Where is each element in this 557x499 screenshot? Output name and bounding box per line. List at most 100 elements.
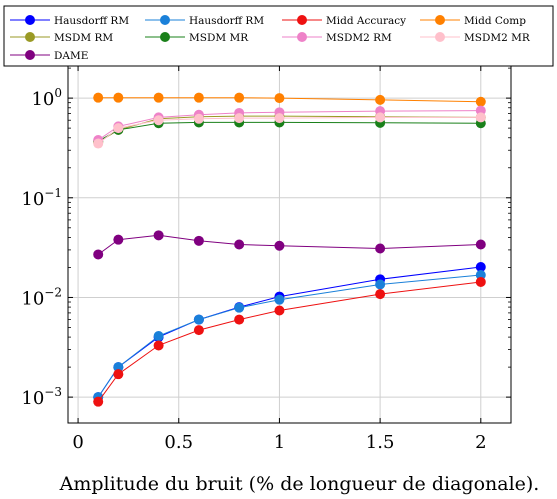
legend-swatch-marker — [435, 32, 445, 42]
plot-area-frame — [67, 65, 512, 424]
legend-swatch-marker — [435, 15, 445, 25]
data-point — [93, 92, 104, 103]
series-line — [97, 115, 481, 143]
series-4 — [93, 92, 486, 107]
data-point — [274, 240, 285, 251]
data-point — [475, 112, 486, 123]
legend: Hausdorff RM Hausdorff RM Midd Accuracy Mid… — [3, 5, 554, 67]
data-point — [93, 396, 104, 407]
x-axis-label: Amplitude du bruit (% de longueur de dia… — [59, 473, 540, 495]
legend-swatch-marker — [25, 32, 35, 42]
y-tick-base: 10 — [31, 89, 54, 110]
series-line — [97, 281, 481, 402]
data-point — [475, 262, 486, 273]
data-point — [234, 113, 245, 124]
legend-item: Hausdorff RM — [10, 15, 129, 27]
data-point — [475, 239, 486, 250]
grid-lines — [68, 66, 511, 423]
data-point — [234, 314, 245, 325]
data-point — [234, 302, 245, 313]
x-tick-label: 1 — [274, 432, 285, 453]
data-point — [274, 113, 285, 124]
y-tick-base: 10 — [21, 189, 44, 210]
data-point — [475, 276, 486, 287]
series-line — [97, 274, 481, 398]
y-tick-base: 10 — [21, 388, 44, 409]
data-point — [193, 113, 204, 124]
data-point — [274, 305, 285, 316]
data-point — [375, 243, 386, 254]
y-tick-label: 10−3 — [21, 385, 62, 409]
legend-label: DAME — [54, 50, 88, 62]
data-point — [193, 235, 204, 246]
legend-frame — [3, 5, 554, 67]
legend-item: Midd Comp — [420, 15, 526, 27]
x-tick-label: 1.5 — [366, 432, 395, 453]
data-point — [113, 92, 124, 103]
series-line — [97, 234, 481, 255]
legend-item: MSDM2 RM — [282, 32, 392, 44]
series-line — [97, 121, 481, 142]
legend-label: Hausdorff RM — [189, 15, 264, 27]
series-line — [97, 116, 481, 144]
data-point — [113, 362, 124, 373]
y-tick-base: 10 — [21, 288, 44, 309]
legend-item: Hausdorff RM — [145, 15, 264, 27]
series-2 — [93, 269, 486, 403]
data-point — [234, 92, 245, 103]
series-5 — [93, 111, 486, 148]
data-point — [375, 94, 386, 105]
legend-item: MSDM MR — [145, 32, 249, 44]
data-point — [153, 331, 164, 342]
data-point — [113, 369, 124, 380]
data-point — [193, 325, 204, 336]
data-point — [375, 112, 386, 123]
y-tick-label: 10−2 — [21, 285, 62, 309]
y-tick-exponent: 0 — [54, 86, 62, 100]
x-tick-label: 2 — [475, 432, 486, 453]
legend-label: MSDM MR — [189, 32, 249, 44]
legend-item: DAME — [10, 50, 88, 62]
series-8 — [93, 112, 486, 149]
data-point — [475, 105, 486, 116]
legend-label: Midd Accuracy — [326, 15, 406, 27]
x-tick-label: 0.5 — [164, 432, 193, 453]
legend-swatch-marker — [160, 32, 170, 42]
data-point — [153, 115, 164, 126]
series-9 — [93, 230, 486, 260]
legend-label: Midd Comp — [464, 15, 526, 27]
y-tick-label: 100 — [31, 86, 62, 110]
series-7 — [93, 105, 486, 145]
data-point — [274, 294, 285, 305]
series-1 — [93, 262, 486, 403]
series-group — [93, 92, 486, 407]
legend-label: Hausdorff RM — [54, 15, 129, 27]
legend-swatch-marker — [297, 15, 307, 25]
data-point — [475, 96, 486, 107]
legend-item: Midd Accuracy — [282, 15, 406, 27]
data-point — [193, 92, 204, 103]
legend-swatch-marker — [25, 50, 35, 60]
series-line — [97, 110, 481, 141]
series-line — [98, 97, 481, 103]
y-tick-exponent: −3 — [44, 385, 62, 399]
data-point — [93, 138, 104, 149]
legend-swatch-marker — [160, 15, 170, 25]
data-point — [274, 93, 285, 104]
series-line — [97, 266, 481, 398]
legend-label: MSDM2 MR — [464, 32, 531, 44]
legend-item: MSDM2 MR — [420, 32, 531, 44]
legend-swatch-marker — [297, 32, 307, 42]
legend-swatch-marker — [25, 15, 35, 25]
data-point — [93, 249, 104, 260]
data-point — [153, 230, 164, 241]
data-point — [193, 314, 204, 325]
data-point — [475, 269, 486, 280]
data-point — [375, 279, 386, 290]
legend-item: MSDM RM — [10, 32, 113, 44]
series-3 — [93, 276, 486, 407]
legend-label: MSDM2 RM — [326, 32, 392, 44]
data-point — [375, 289, 386, 300]
